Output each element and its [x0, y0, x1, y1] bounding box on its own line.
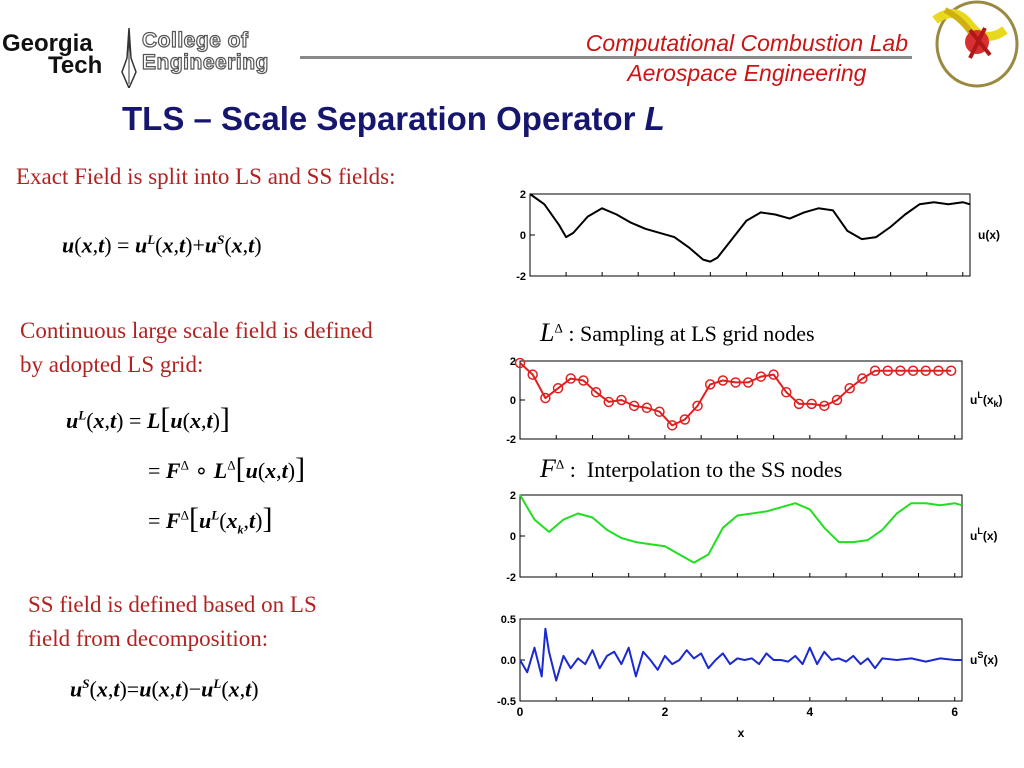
data-point [603, 396, 615, 408]
header-divider [300, 56, 912, 59]
y-tick-label: 0 [520, 230, 526, 242]
x-axis-label: x [738, 726, 745, 740]
x-tick-label: 6 [951, 705, 958, 719]
data-point [527, 369, 538, 380]
data-point [882, 365, 893, 376]
y-tick-label: -2 [506, 572, 516, 584]
data-point [730, 377, 741, 388]
exact-field-text: Exact Field is split into LS and SS fiel… [16, 164, 396, 189]
data-point [933, 365, 944, 376]
plot-frame [529, 193, 971, 277]
data-point [578, 375, 589, 386]
logo-tech: Tech [48, 52, 103, 79]
data-point [565, 373, 576, 384]
equation-ls-2: = FΔ ∘ LΔ[u(x,t)] [148, 452, 306, 485]
equation-ss: uS(x,t)=u(x,t)−uL(x,t) [70, 676, 259, 702]
y-tick-label: 0.0 [501, 655, 516, 667]
data-point [692, 400, 703, 412]
logo-college: College of [141, 29, 249, 52]
data-point [781, 386, 792, 398]
series-line [519, 362, 952, 427]
logo-tower-icon [121, 28, 137, 88]
series-line [519, 627, 962, 682]
data-point [641, 402, 653, 414]
y-tick-label: -2 [506, 434, 516, 446]
y-tick-label: -2 [516, 271, 526, 283]
data-point [844, 383, 855, 394]
data-point [907, 365, 919, 376]
title-symbol: L [644, 100, 665, 137]
flame-logo-icon [932, 0, 1019, 88]
data-point [869, 365, 881, 376]
data-point [742, 377, 754, 388]
data-point [540, 392, 551, 404]
data-point [590, 386, 602, 398]
data-point [793, 398, 805, 410]
data-point [654, 406, 665, 417]
data-point [895, 365, 906, 376]
data-point [755, 371, 767, 382]
series-line [519, 494, 963, 564]
data-point [920, 365, 932, 376]
data-point [819, 400, 830, 412]
x-tick-label: 2 [662, 705, 669, 719]
logo-engineering: Engineering [141, 51, 269, 74]
y-tick-label: 0 [510, 395, 516, 407]
lab-title: Computational Combustion Lab Aerospace E… [586, 28, 908, 88]
x-tick-label: 0 [517, 705, 524, 719]
series-line [529, 193, 971, 263]
data-point [628, 400, 640, 412]
data-point [616, 394, 627, 406]
y-tick-label: 2 [510, 490, 516, 502]
x-tick-label: 4 [806, 705, 813, 719]
y-tick-label: 2 [510, 356, 516, 368]
data-point [857, 373, 868, 384]
data-point [831, 394, 843, 406]
chart-u-small-scale: 0.5 0.0 -0.50 2 4 6 x uS(x) [497, 614, 998, 740]
y-axis-label: uL(x) [970, 526, 998, 543]
chart-u-interpolated: 2 0 -2 uL(x) [506, 490, 997, 584]
continuous-ls-text: Continuous large scale field is defined … [20, 318, 373, 377]
georgia-tech-logo: Georgia Tech College of Engineering [2, 28, 302, 88]
y-axis-label: uS(x) [970, 650, 998, 667]
y-tick-label: 0.5 [501, 614, 516, 626]
data-point [666, 420, 678, 431]
chart-u-exact: 2 0 -2 u(x) [516, 189, 1000, 283]
equation-decomposition: u(x,t) = uL(x,t)+uS(x,t) [62, 232, 262, 258]
data-point [704, 379, 716, 390]
y-tick-label: 2 [520, 189, 526, 201]
data-point [717, 375, 729, 386]
data-point [552, 383, 564, 394]
y-axis-label: uL(xk) [970, 390, 1003, 409]
chart-u-sampled: 2 0 -2 uL(xk) [506, 356, 1002, 446]
lab-line-1: Computational Combustion Lab [585, 30, 908, 56]
equation-ls-1: uL(x,t) = L[u(x,t)] [66, 402, 230, 435]
data-point [768, 369, 779, 380]
data-point [945, 365, 957, 376]
logo-georgia: Georgia [2, 30, 93, 57]
lab-line-2: Aerospace Engineering [627, 60, 867, 86]
data-point [806, 398, 817, 410]
y-axis-label: u(x) [978, 228, 1000, 242]
ss-field-text: SS field is defined based on LS field fr… [28, 592, 317, 651]
y-tick-label: 0 [510, 531, 516, 543]
plot-frame [519, 494, 963, 578]
sampling-operator-label: LΔ : Sampling at LS grid nodes [540, 318, 815, 347]
page-title: TLS – Scale Separation Operator L [122, 100, 665, 137]
interpolation-operator-label: FΔ : Interpolation to the SS nodes [540, 454, 843, 483]
y-tick-label: -0.5 [497, 696, 516, 708]
data-point [514, 357, 526, 369]
equation-ls-3: = FΔ[uL(xk,t)] [148, 502, 273, 537]
data-point [679, 414, 691, 425]
